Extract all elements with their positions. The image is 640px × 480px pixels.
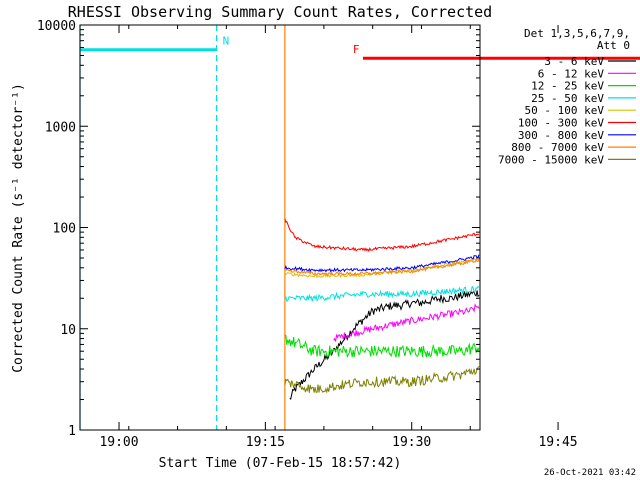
- series-line: [284, 218, 480, 253]
- series-line: [333, 303, 480, 342]
- legend-header-2: Att 0: [597, 39, 630, 52]
- legend-label: 300 - 800 keV: [518, 129, 604, 142]
- timestamp: 26-Oct-2021 03:42: [544, 468, 636, 478]
- annotation-label: F: [353, 43, 360, 56]
- annotation-labels: NNSF: [223, 35, 360, 56]
- x-tick-label: 19:15: [246, 435, 285, 450]
- x-tick-label: 19:30: [392, 435, 431, 450]
- annotation-label: N: [223, 35, 230, 48]
- plot-frame: [79, 24, 481, 431]
- legend-header-1: Det 1,3,5,6,7,9,: [524, 27, 630, 40]
- series-line: [284, 258, 480, 277]
- y-axis-label: Corrected Count Rate (s⁻¹ detector⁻¹): [11, 83, 26, 373]
- legend-label: 100 - 300 keV: [518, 117, 604, 130]
- x-axis-label: Start Time (07-Feb-15 18:57:42): [159, 456, 402, 471]
- y-tick-label: 10000: [37, 19, 76, 34]
- legend-label: 7000 - 15000 keV: [498, 153, 604, 166]
- legend-label: 12 - 25 keV: [531, 80, 604, 93]
- series-line: [284, 285, 480, 303]
- legend-label: 50 - 100 keV: [525, 104, 605, 117]
- series-line: [289, 290, 480, 401]
- legend-label: 25 - 50 keV: [531, 92, 604, 105]
- legend-label: 3 - 6 keV: [544, 55, 604, 68]
- legend-label: 6 - 12 keV: [538, 67, 605, 80]
- x-tick-label: 19:45: [538, 435, 577, 450]
- series-line: [284, 365, 480, 394]
- series-group: [284, 218, 480, 401]
- y-tick-label: 100: [53, 222, 76, 237]
- y-tick-label: 10: [60, 323, 76, 338]
- series-line: [284, 334, 480, 359]
- series-line: [284, 254, 480, 273]
- x-tick-label: 19:00: [99, 435, 138, 450]
- legend-label: 800 - 7000 keV: [511, 141, 604, 154]
- y-tick-label: 1000: [45, 120, 76, 135]
- axis-ticks: 19:0019:1519:3019:4520:0020:1520:3011010…: [37, 19, 578, 450]
- chart-title: RHESSI Observing Summary Count Rates, Co…: [68, 3, 492, 21]
- y-tick-label: 1: [68, 424, 76, 439]
